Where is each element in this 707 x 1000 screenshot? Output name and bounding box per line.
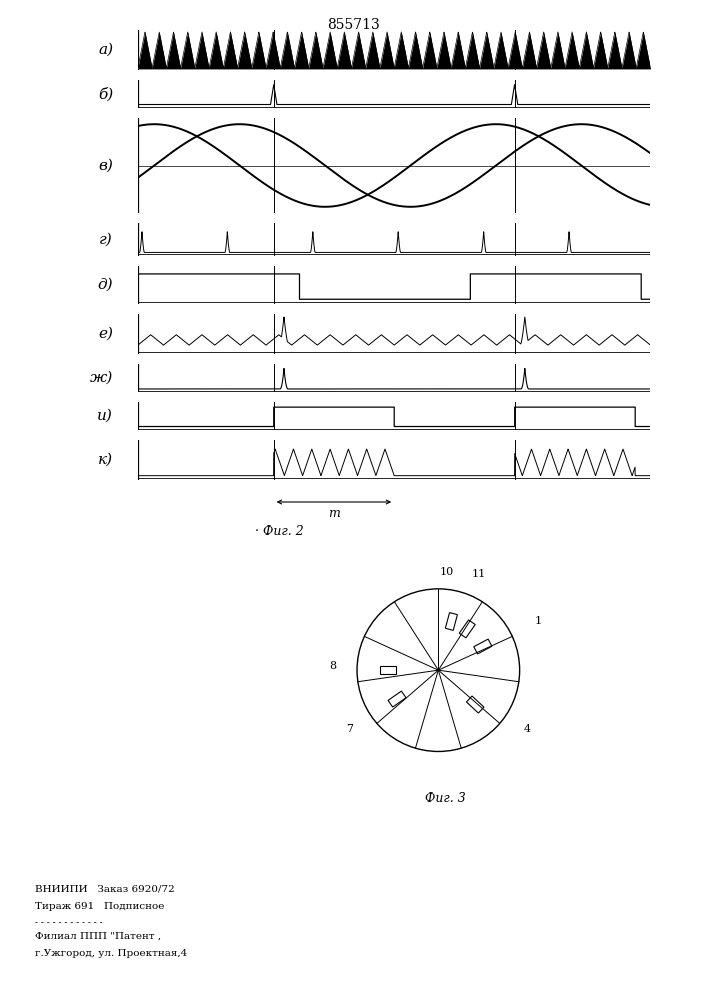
Text: 7: 7 (346, 724, 353, 734)
Text: Тираж 691   Подписное: Тираж 691 Подписное (35, 902, 165, 911)
Text: 11: 11 (472, 569, 486, 579)
Text: ж): ж) (90, 371, 113, 385)
Text: Фиг. 3: Фиг. 3 (425, 792, 466, 805)
Text: 1: 1 (534, 616, 542, 626)
Polygon shape (445, 613, 457, 630)
Text: б): б) (98, 87, 113, 101)
Text: 855713: 855713 (327, 18, 380, 32)
Text: к): к) (98, 453, 113, 467)
Polygon shape (467, 696, 484, 713)
Polygon shape (380, 666, 396, 674)
Polygon shape (474, 639, 492, 654)
Text: а): а) (98, 43, 113, 57)
Text: т: т (328, 507, 340, 520)
Text: в): в) (98, 159, 113, 173)
Polygon shape (388, 691, 406, 707)
Text: г): г) (100, 232, 113, 246)
Text: д): д) (98, 278, 113, 292)
Text: е): е) (98, 327, 113, 341)
Polygon shape (460, 620, 475, 638)
Text: - - - - - - - - - - - -: - - - - - - - - - - - - (35, 918, 103, 927)
Text: г.Ужгород, ул. Проектная,4: г.Ужгород, ул. Проектная,4 (35, 949, 187, 958)
Text: 4: 4 (524, 724, 531, 734)
Text: ВНИИПИ   Заказ 6920/72: ВНИИПИ Заказ 6920/72 (35, 885, 175, 894)
Text: 10: 10 (439, 567, 454, 577)
Text: 8: 8 (329, 661, 337, 671)
Text: · Фиг. 2: · Фиг. 2 (255, 525, 303, 538)
Text: и): и) (98, 409, 113, 423)
Text: Филиал ППП "Патент ,: Филиал ППП "Патент , (35, 932, 161, 941)
